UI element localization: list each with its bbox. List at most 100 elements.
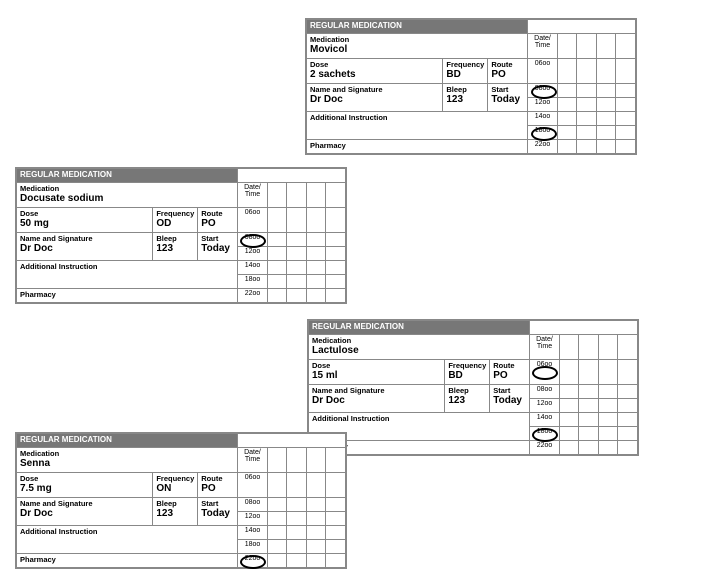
slot	[557, 98, 577, 112]
slot	[326, 261, 346, 275]
time-14: 14oo	[530, 413, 560, 427]
slot	[267, 208, 287, 233]
medication-label: MedicationSenna	[17, 448, 238, 473]
slot	[306, 526, 326, 540]
time-08: 08oo	[528, 84, 558, 98]
slot	[557, 112, 577, 126]
medication-table: REGULAR MEDICATIONMedicationDocusate sod…	[16, 168, 346, 303]
slot	[287, 208, 307, 233]
slot	[306, 261, 326, 275]
slot	[579, 441, 599, 455]
route-cell: RoutePO	[490, 360, 530, 385]
slot	[618, 360, 638, 385]
slot	[557, 59, 577, 84]
addl-cell: Additional Instruction	[307, 112, 528, 140]
time-12: 12oo	[238, 512, 268, 526]
slot	[267, 261, 287, 275]
slot	[596, 140, 616, 154]
dose-cell: Dose7.5 mg	[17, 473, 153, 498]
slot	[577, 140, 597, 154]
slot	[287, 275, 307, 289]
start-cell: StartToday	[198, 233, 238, 261]
slot	[287, 289, 307, 303]
slot	[596, 112, 616, 126]
blank	[528, 20, 636, 34]
slot	[618, 441, 638, 455]
pharmacy-cell: Pharmacy	[17, 554, 238, 568]
slot	[579, 360, 599, 385]
slot	[579, 399, 599, 413]
slot	[287, 526, 307, 540]
medication-label: MedicationMovicol	[307, 34, 528, 59]
time-06: 06oo	[238, 208, 268, 233]
slot	[577, 126, 597, 140]
route-cell: RoutePO	[198, 473, 238, 498]
medication-value: Docusate sodium	[20, 193, 103, 204]
slot	[306, 289, 326, 303]
medication-table: REGULAR MEDICATIONMedicationMovicolDate/…	[306, 19, 636, 154]
blank	[238, 434, 346, 448]
slot	[267, 554, 287, 568]
slot	[559, 385, 579, 399]
slot	[306, 540, 326, 554]
bleep-cell: Bleep123	[445, 385, 490, 413]
slot	[326, 498, 346, 512]
day-col	[618, 335, 638, 360]
time-12: 12oo	[530, 399, 560, 413]
slot	[598, 385, 618, 399]
slot	[267, 247, 287, 261]
slot	[598, 399, 618, 413]
namesig-cell: Name and SignatureDr Doc	[17, 233, 153, 261]
header: REGULAR MEDICATION	[309, 321, 530, 335]
medication-value: Movicol	[310, 44, 347, 55]
slot	[596, 59, 616, 84]
datetime-label: Date/ Time	[238, 448, 268, 473]
slot	[306, 473, 326, 498]
slot	[596, 126, 616, 140]
slot	[598, 441, 618, 455]
day-col	[579, 335, 599, 360]
slot	[326, 275, 346, 289]
slot	[326, 233, 346, 247]
medication-table: REGULAR MEDICATIONMedicationSennaDate/ T…	[16, 433, 346, 568]
blank	[238, 169, 346, 183]
slot	[326, 540, 346, 554]
slot	[557, 126, 577, 140]
slot	[267, 275, 287, 289]
slot	[616, 59, 636, 84]
slot	[267, 498, 287, 512]
slot	[596, 98, 616, 112]
slot	[267, 289, 287, 303]
dose-cell: Dose50 mg	[17, 208, 153, 233]
bleep-cell: Bleep123	[153, 233, 198, 261]
medication-card-2: REGULAR MEDICATIONMedicationLactuloseDat…	[307, 319, 639, 456]
bleep-cell: Bleep123	[443, 84, 488, 112]
medication-card-3: REGULAR MEDICATIONMedicationSennaDate/ T…	[15, 432, 347, 569]
slot	[618, 413, 638, 427]
slot	[287, 540, 307, 554]
slot	[559, 441, 579, 455]
frequency-cell: FrequencyBD	[445, 360, 490, 385]
time-06: 06oo	[238, 473, 268, 498]
slot	[618, 385, 638, 399]
slot	[557, 140, 577, 154]
time-08: 08oo	[530, 385, 560, 399]
bleep-cell: Bleep123	[153, 498, 198, 526]
slot	[616, 112, 636, 126]
slot	[306, 275, 326, 289]
time-12: 12oo	[238, 247, 268, 261]
slot	[287, 512, 307, 526]
slot	[267, 526, 287, 540]
time-12: 12oo	[528, 98, 558, 112]
header: REGULAR MEDICATION	[17, 169, 238, 183]
slot	[306, 554, 326, 568]
time-08: 08oo	[238, 498, 268, 512]
slot	[287, 498, 307, 512]
day-col	[326, 183, 346, 208]
slot	[287, 247, 307, 261]
pharmacy-cell: Pharmacy	[307, 140, 528, 154]
slot	[326, 473, 346, 498]
start-cell: StartToday	[198, 498, 238, 526]
slot	[306, 247, 326, 261]
day-col	[596, 34, 616, 59]
